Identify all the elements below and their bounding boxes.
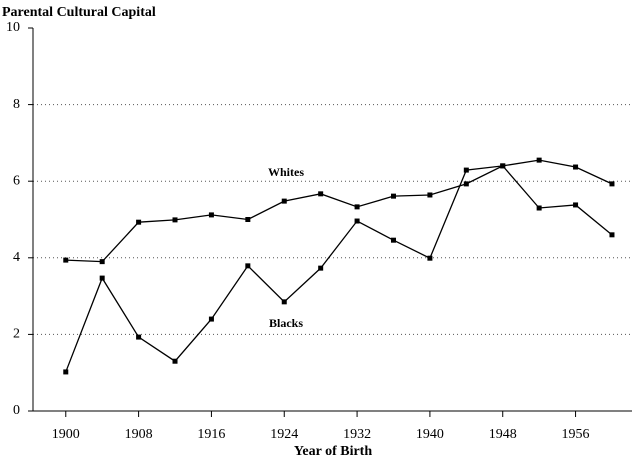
series-line [65, 159, 613, 263]
y-tick-label: 8 [13, 97, 20, 112]
x-tick-label: 1900 [52, 427, 80, 442]
y-tick-label: 2 [13, 327, 20, 342]
series-label: Whites [268, 165, 304, 179]
x-tick-label: 1916 [197, 427, 225, 442]
x-tick-label: 1940 [416, 427, 444, 442]
series-label: Blacks [269, 316, 303, 330]
x-tick-label: 1932 [343, 427, 371, 442]
data-point [208, 212, 214, 218]
data-point [536, 205, 542, 211]
data-point [463, 181, 469, 187]
y-tick-label: 10 [6, 20, 20, 35]
data-point [427, 192, 433, 198]
data-point [318, 265, 324, 271]
data-point [609, 232, 615, 238]
data-point [136, 334, 142, 340]
data-point [281, 198, 287, 204]
data-point [136, 219, 142, 225]
data-point [63, 257, 69, 263]
x-tick-label: 1908 [125, 427, 153, 442]
data-point [208, 316, 214, 322]
data-point [281, 299, 287, 305]
data-point [500, 163, 506, 169]
y-tick-label: 6 [13, 173, 20, 188]
data-point [318, 191, 324, 197]
data-point [609, 181, 615, 187]
data-point [172, 217, 178, 223]
x-tick-label: 1956 [562, 427, 590, 442]
data-point [536, 157, 542, 163]
data-point [63, 369, 69, 375]
data-point [354, 218, 360, 224]
chart-title: Parental Cultural Capital [2, 5, 156, 20]
data-point [172, 358, 178, 364]
data-point [463, 167, 469, 173]
data-point [427, 255, 433, 261]
data-point [354, 204, 360, 210]
x-tick-label: 1948 [489, 427, 517, 442]
y-tick-label: 0 [13, 403, 20, 418]
y-tick-label: 4 [13, 250, 20, 265]
data-point [99, 275, 105, 281]
x-axis-title: Year of Birth [294, 444, 372, 459]
series-line [65, 165, 613, 373]
data-point [245, 263, 251, 269]
data-point [390, 237, 396, 243]
data-point [245, 217, 251, 222]
x-tick-label: 1924 [270, 427, 298, 442]
data-point [573, 164, 579, 170]
data-point [99, 259, 105, 265]
data-point [573, 202, 579, 208]
data-point [390, 193, 396, 199]
